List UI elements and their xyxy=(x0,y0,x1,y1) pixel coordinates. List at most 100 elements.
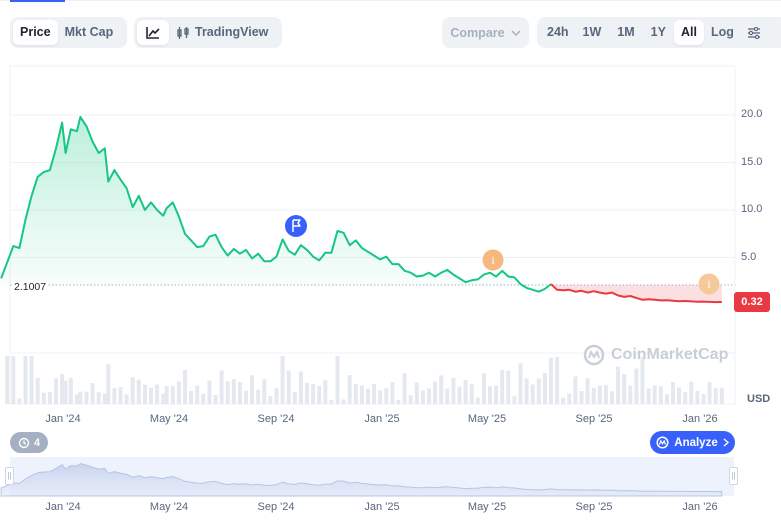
chart-settings-button[interactable] xyxy=(741,20,767,45)
reference-price-label: 2.1007 xyxy=(12,281,49,293)
range-1w[interactable]: 1W xyxy=(582,25,602,39)
range-navigator[interactable] xyxy=(10,457,734,496)
x-tick-label: Sep '24 xyxy=(257,413,295,425)
range-all[interactable]: All xyxy=(673,20,704,45)
volume-bar xyxy=(136,379,141,404)
volume-bar xyxy=(488,386,492,404)
compare-label: Compare xyxy=(450,25,505,40)
volume-bar xyxy=(280,356,285,404)
volume-bar xyxy=(317,386,322,404)
volume-bar xyxy=(390,382,395,404)
flag-event-marker[interactable] xyxy=(284,214,308,238)
volume-bar xyxy=(17,398,22,404)
volume-bar xyxy=(274,387,279,404)
range-1m[interactable]: 1M xyxy=(617,25,635,39)
volume-bar xyxy=(573,376,578,404)
info-event-marker[interactable]: i xyxy=(698,273,720,295)
volume-bar xyxy=(54,378,58,404)
volume-bar xyxy=(353,383,358,404)
navigator-left-handle[interactable]: || xyxy=(5,467,14,485)
svg-text:i: i xyxy=(707,277,711,291)
volume-bar xyxy=(512,396,517,404)
volume-bar xyxy=(207,380,212,404)
volume-bar xyxy=(335,356,340,404)
positive-area xyxy=(1,116,552,292)
volume-bar xyxy=(347,375,352,404)
volume-bar xyxy=(41,392,46,404)
candlestick-icon xyxy=(177,26,189,39)
volume-bar xyxy=(183,369,187,404)
navigator-x-label: Jan '26 xyxy=(682,501,718,513)
volume-bar xyxy=(244,390,248,404)
volume-bar xyxy=(603,385,608,404)
current-price-badge: 0.32 xyxy=(734,292,770,312)
analyze-label: Analyze xyxy=(674,436,718,449)
volume-bar xyxy=(640,356,645,404)
volume-bar xyxy=(695,390,700,404)
volume-bar xyxy=(225,381,230,404)
volume-bar xyxy=(102,393,107,404)
volume-bar xyxy=(469,384,474,404)
tradingview-label: TradingView xyxy=(195,25,269,39)
analyze-button[interactable]: Analyze xyxy=(650,431,735,454)
currency-label: USD xyxy=(747,393,771,405)
volume-bar xyxy=(707,382,712,404)
events-toggle[interactable]: 4 xyxy=(10,432,48,453)
volume-bar xyxy=(256,389,261,404)
range-24h[interactable]: 24h xyxy=(547,25,569,39)
volume-bar xyxy=(408,395,413,404)
events-count: 4 xyxy=(33,436,41,449)
log-scale-toggle[interactable]: Log xyxy=(710,25,734,39)
volume-bar xyxy=(161,393,166,404)
volume-bars xyxy=(5,356,724,404)
price-tab[interactable]: Price xyxy=(13,20,58,45)
volume-bar xyxy=(60,374,65,404)
mkt-cap-tab[interactable]: Mkt Cap xyxy=(64,25,114,39)
range-1y[interactable]: 1Y xyxy=(650,25,666,39)
x-tick-label: Jan '26 xyxy=(682,413,718,425)
volume-bar xyxy=(5,356,10,404)
price-line-down xyxy=(550,283,722,304)
volume-bar xyxy=(250,375,255,404)
settings-sliders-icon xyxy=(747,26,760,39)
volume-bar xyxy=(213,395,218,404)
volume-bar xyxy=(481,373,486,404)
navigator-x-label: May '24 xyxy=(149,501,189,513)
volume-bar xyxy=(500,370,505,404)
x-tick-label: May '24 xyxy=(149,413,189,425)
tradingview-button[interactable]: TradingView xyxy=(169,20,275,45)
volume-bar xyxy=(311,384,316,404)
line-chart-button[interactable] xyxy=(137,20,169,45)
volume-bar xyxy=(536,378,541,404)
volume-bar xyxy=(610,391,614,404)
volume-bar xyxy=(262,379,267,404)
volume-bar xyxy=(646,388,651,404)
volume-bar xyxy=(664,394,669,404)
price-line-up xyxy=(0,115,552,293)
volume-bar xyxy=(341,399,346,404)
volume-bar xyxy=(292,392,297,404)
y-tick-label: 20.0 xyxy=(741,108,763,120)
volume-bar xyxy=(112,388,117,404)
svg-text:i: i xyxy=(491,253,495,267)
navigator-x-label: Sep '25 xyxy=(575,501,613,513)
volume-bar xyxy=(11,356,16,404)
volume-bar xyxy=(176,381,181,404)
y-tick-label: 10.0 xyxy=(741,203,763,215)
volume-bar xyxy=(29,356,34,404)
volume-bar xyxy=(201,393,206,404)
volume-bar xyxy=(359,385,364,404)
coinmarketcap-logo-icon xyxy=(583,344,605,366)
volume-bar xyxy=(63,380,68,404)
info-event-marker[interactable]: i xyxy=(482,249,504,271)
volume-bar xyxy=(433,381,438,404)
volume-bar xyxy=(90,383,95,404)
compare-dropdown[interactable]: Compare xyxy=(442,17,529,48)
navigator-x-label: May '25 xyxy=(467,501,507,513)
navigator-right-handle[interactable]: || xyxy=(729,467,738,485)
active-tab-indicator xyxy=(10,0,65,2)
negative-area xyxy=(551,284,722,303)
volume-bar xyxy=(439,375,444,404)
volume-bar xyxy=(701,394,706,404)
